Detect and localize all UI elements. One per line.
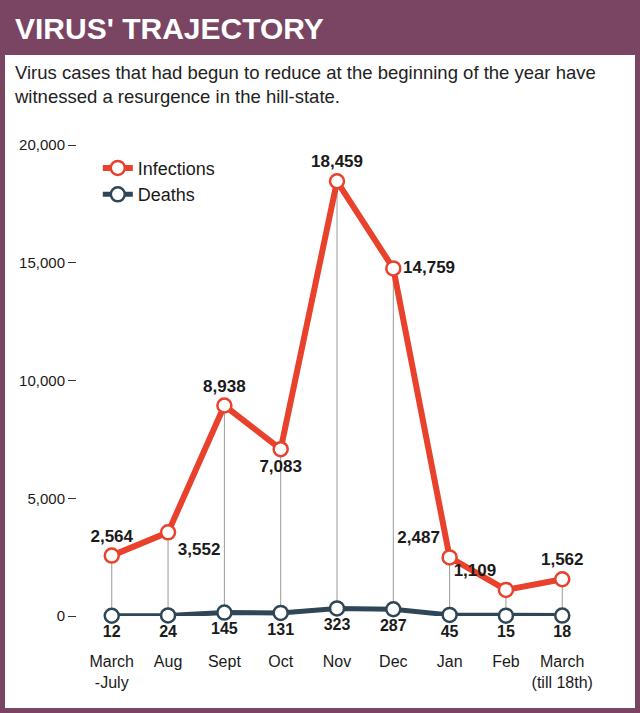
svg-text:Jan: Jan (437, 653, 463, 670)
html-text:VIRUS' TRAJECTORY: VIRUS' TRAJECTORY (15, 12, 324, 45)
svg-text:Dec: Dec (379, 653, 407, 670)
svg-text:Aug: Aug (154, 653, 182, 670)
svg-text:1,109: 1,109 (454, 561, 497, 580)
svg-text:Sept: Sept (208, 653, 241, 670)
svg-text:7,083: 7,083 (259, 457, 302, 476)
svg-text:24: 24 (159, 623, 177, 640)
svg-text:0: 0 (57, 607, 65, 624)
svg-text:2,564: 2,564 (90, 527, 133, 546)
svg-text:18: 18 (553, 623, 571, 640)
svg-text:March(till 18th): March(till 18th) (532, 653, 593, 691)
svg-text:3,552: 3,552 (178, 540, 221, 559)
svg-text:Oct: Oct (268, 653, 293, 670)
svg-text:March-July: March-July (90, 653, 134, 691)
svg-text:Deaths: Deaths (138, 185, 195, 205)
svg-text:15: 15 (497, 623, 515, 640)
svg-text:18,459: 18,459 (311, 152, 363, 171)
svg-text:Feb: Feb (492, 653, 520, 670)
svg-text:14,759: 14,759 (403, 258, 455, 277)
svg-text:15,000: 15,000 (19, 254, 65, 271)
svg-text:145: 145 (211, 620, 238, 637)
svg-text:323: 323 (324, 616, 351, 633)
svg-text:20,000: 20,000 (19, 136, 65, 153)
svg-text:45: 45 (441, 623, 459, 640)
svg-text:1,562: 1,562 (541, 550, 584, 569)
svg-text:8,938: 8,938 (203, 377, 246, 396)
svg-text:5,000: 5,000 (27, 490, 65, 507)
svg-text:2,487: 2,487 (397, 528, 440, 547)
svg-text:10,000: 10,000 (19, 372, 65, 389)
svg-text:131: 131 (267, 621, 294, 638)
svg-text:Nov: Nov (323, 653, 351, 670)
html-text:Virus cases that had begun to: Virus cases that had begun to reduce at … (15, 62, 596, 107)
svg-text:287: 287 (380, 617, 407, 634)
svg-text:12: 12 (103, 623, 121, 640)
svg-text:Infections: Infections (138, 159, 215, 179)
